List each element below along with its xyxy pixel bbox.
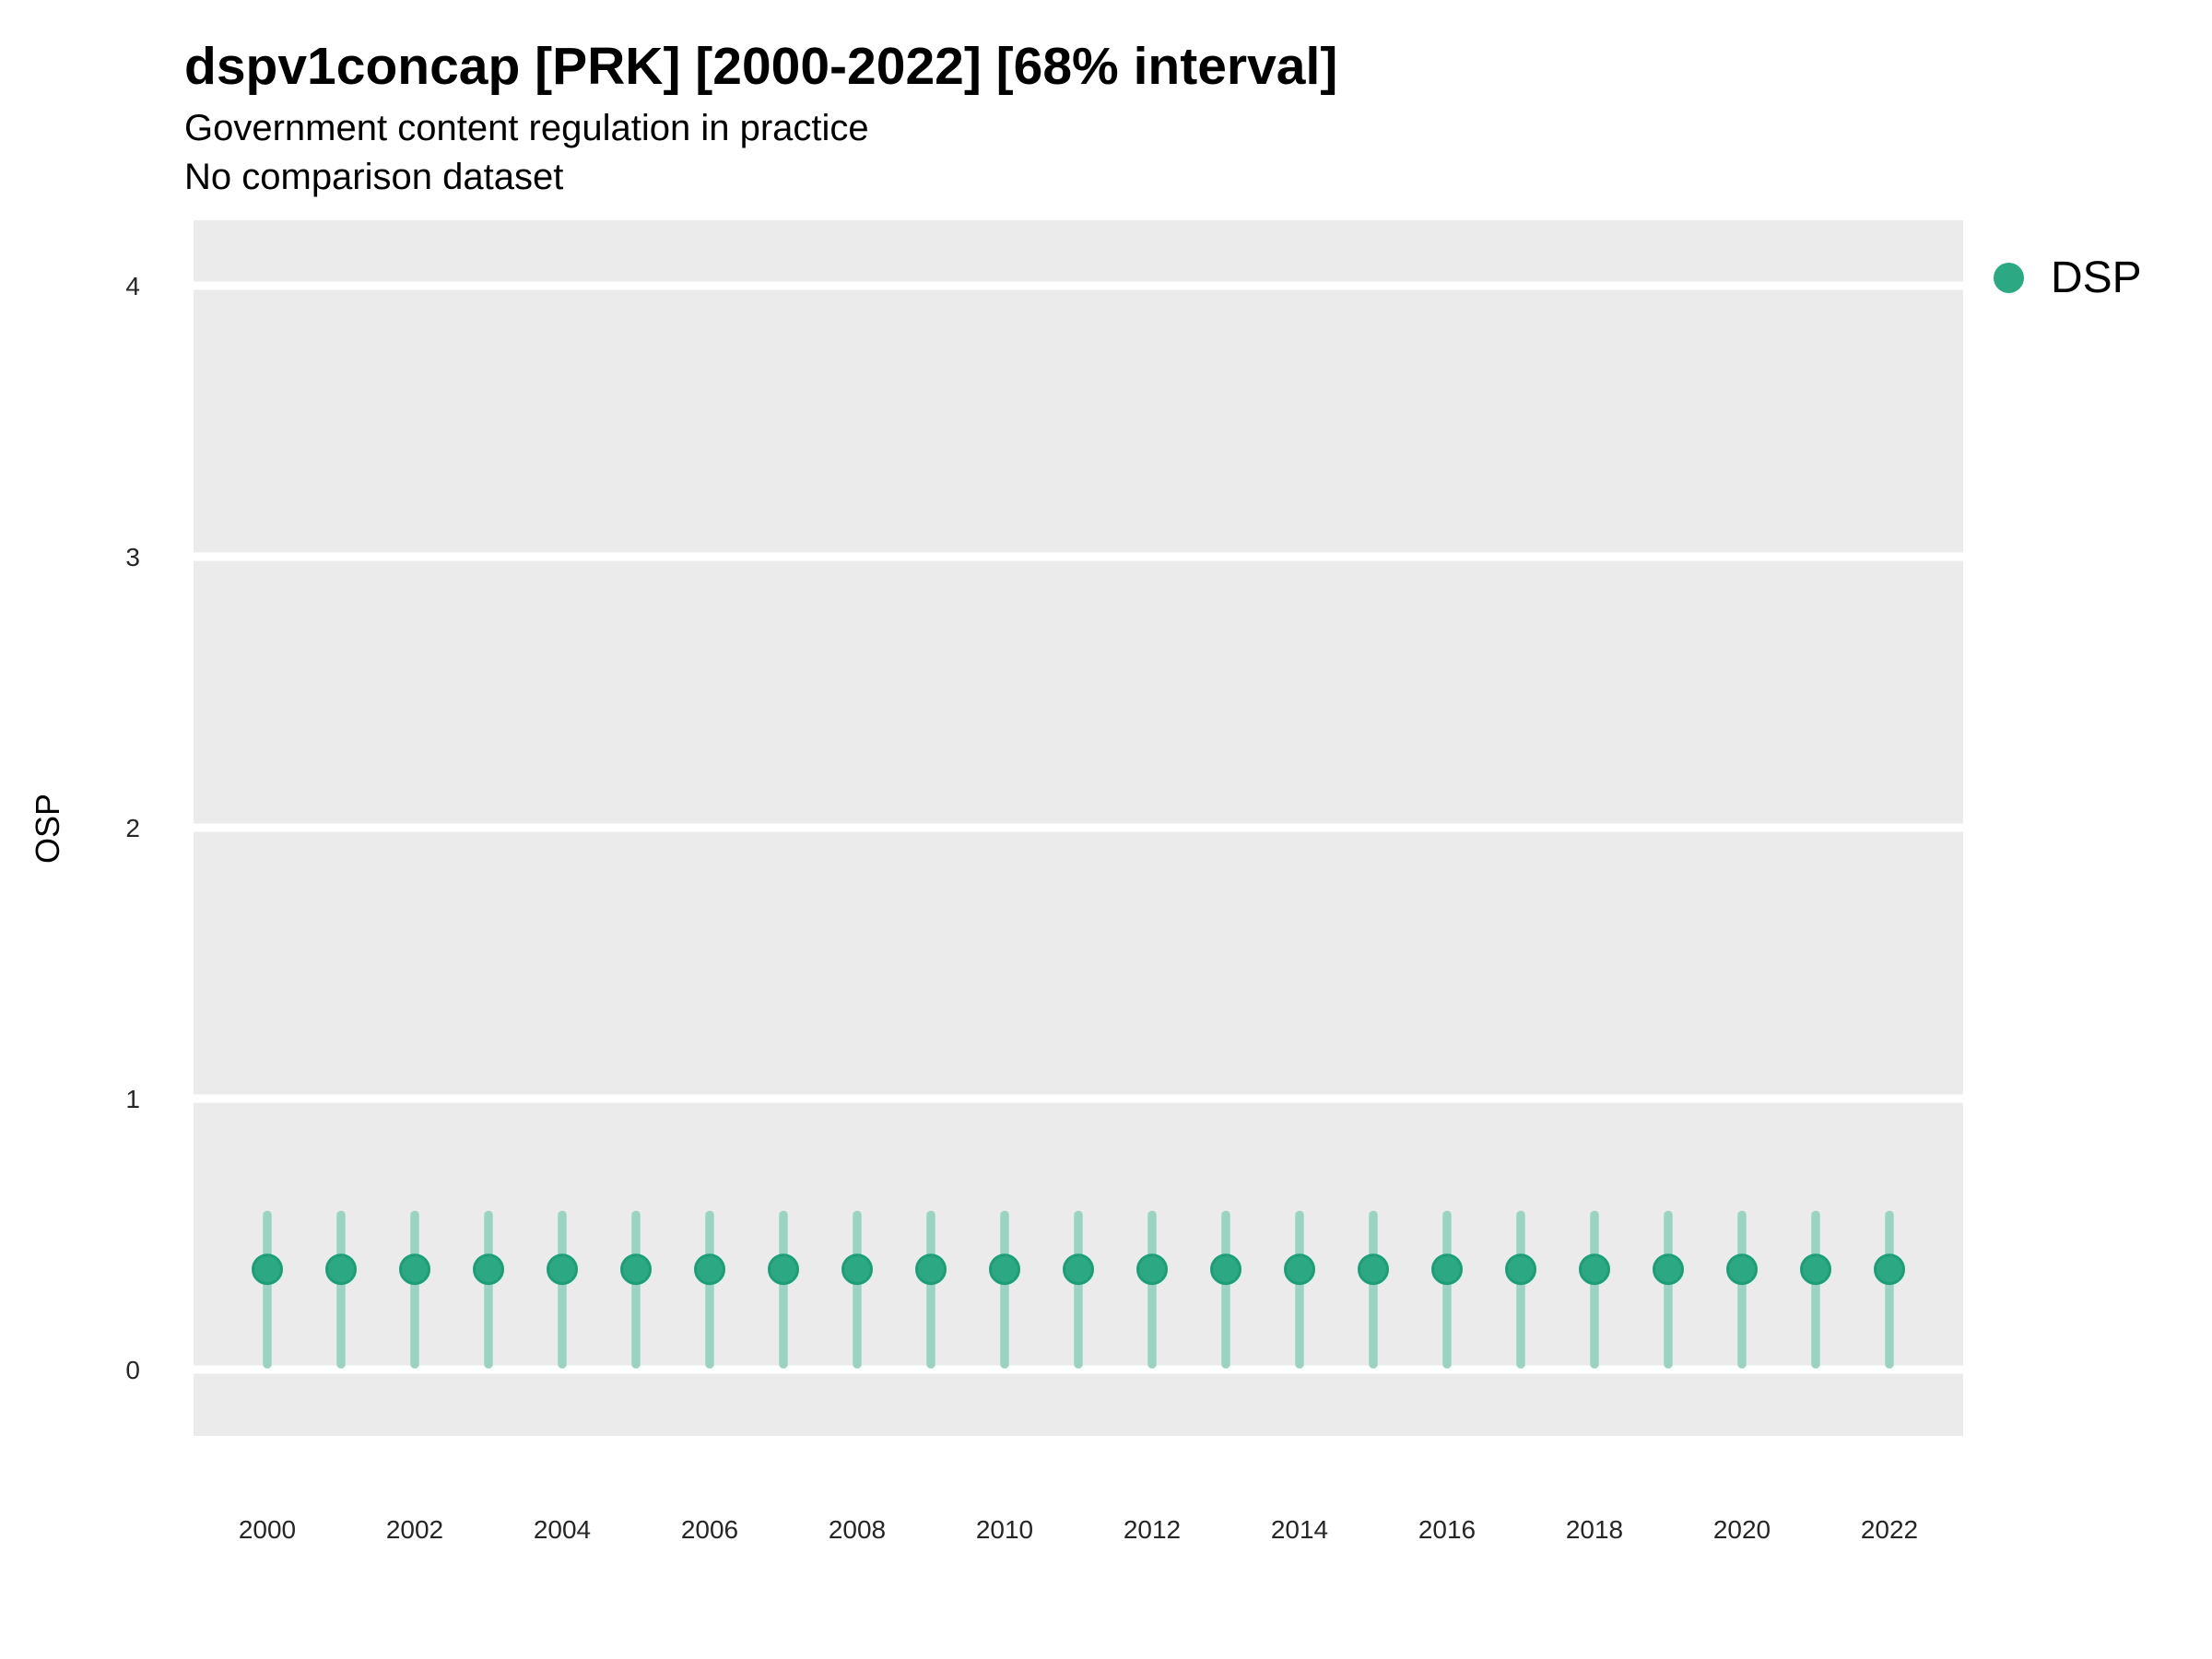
data-point	[325, 1253, 357, 1286]
data-point	[768, 1253, 799, 1286]
x-tick-label: 2014	[1271, 1515, 1328, 1544]
data-point	[1284, 1253, 1315, 1286]
data-point	[1210, 1253, 1241, 1286]
data-point	[1358, 1253, 1389, 1286]
y-tick-label: 4	[125, 272, 140, 300]
y-tick-label: 3	[125, 543, 140, 571]
x-tick-label: 2006	[681, 1515, 738, 1544]
legend: DSP	[1994, 251, 2142, 304]
x-tick-label: 2020	[1713, 1515, 1771, 1544]
x-tick-label: 2004	[534, 1515, 591, 1544]
data-point	[620, 1253, 652, 1286]
data-point	[1136, 1253, 1168, 1286]
data-point	[1800, 1253, 1831, 1286]
x-tick-label: 2012	[1124, 1515, 1181, 1544]
comparison-note: No comparison dataset	[184, 157, 564, 197]
chart-subtitle: Government content regulation in practic…	[184, 108, 869, 148]
data-point	[399, 1253, 430, 1286]
y-tick-label: 2	[125, 814, 140, 842]
x-tick-label: 2010	[976, 1515, 1033, 1544]
legend-label-dsp: DSP	[2051, 253, 2142, 302]
data-point	[1874, 1253, 1905, 1286]
x-tick-label: 2002	[386, 1515, 443, 1544]
data-point	[989, 1253, 1020, 1286]
data-point	[1726, 1253, 1758, 1286]
data-point	[547, 1253, 578, 1286]
data-point	[694, 1253, 725, 1286]
y-axis-title: OSP	[29, 793, 66, 865]
data-point	[252, 1253, 283, 1286]
chart-title: dspv1concap [PRK] [2000-2022] [68% inter…	[184, 37, 1338, 96]
data-point	[841, 1253, 873, 1286]
data-point	[1579, 1253, 1610, 1286]
x-tick-label: 2018	[1566, 1515, 1623, 1544]
data-point	[1653, 1253, 1684, 1286]
data-point	[473, 1253, 504, 1286]
x-tick-label: 2016	[1418, 1515, 1476, 1544]
legend-dot-icon	[1994, 262, 2024, 293]
data-point	[1431, 1253, 1463, 1286]
data-point	[915, 1253, 947, 1286]
x-tick-label: 2000	[239, 1515, 296, 1544]
x-tick-label: 2022	[1861, 1515, 1918, 1544]
y-tick-label: 1	[125, 1085, 140, 1113]
data-point	[1505, 1253, 1536, 1286]
x-tick-label: 2008	[829, 1515, 886, 1544]
y-tick-label: 0	[125, 1356, 140, 1384]
data-point	[1063, 1253, 1094, 1286]
